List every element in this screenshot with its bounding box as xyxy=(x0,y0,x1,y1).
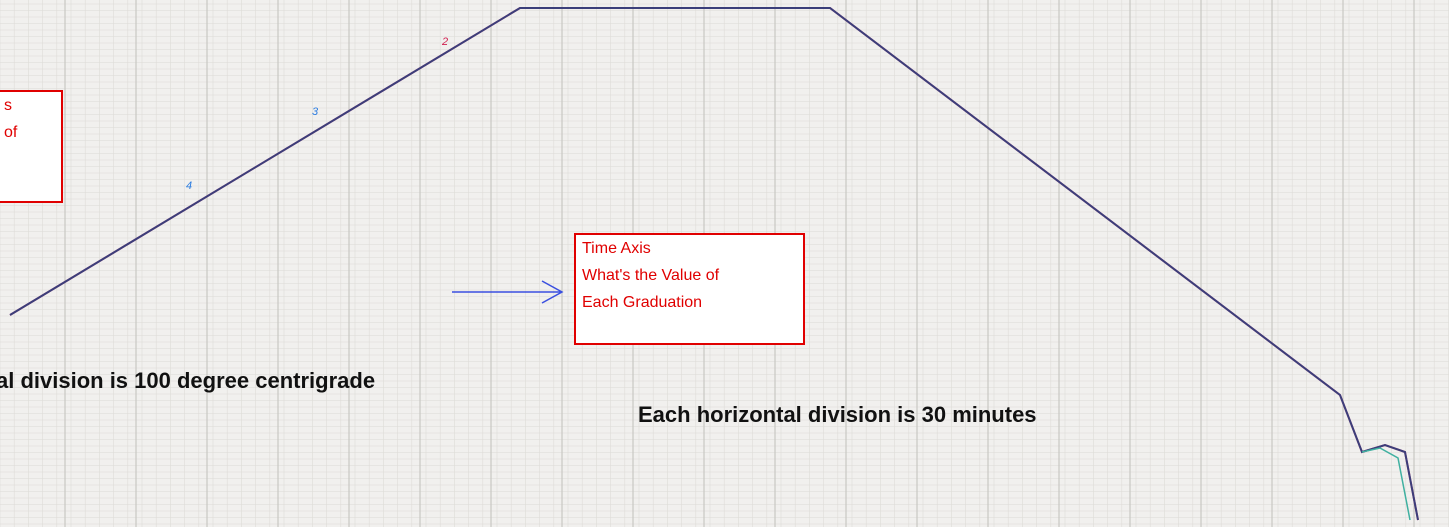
left-annotation-box: s of xyxy=(0,90,63,203)
time-axis-box: Time Axis What's the Value of Each Gradu… xyxy=(574,233,805,345)
box-line: What's the Value of xyxy=(582,262,797,289)
page: s of Time Axis What's the Value of Each … xyxy=(0,0,1449,527)
curve-label: 2 xyxy=(442,36,448,48)
curve-label: 3 xyxy=(312,106,318,118)
box-line: s xyxy=(4,92,55,119)
box-line: Time Axis xyxy=(582,235,797,262)
curve-label: 4 xyxy=(186,180,192,192)
vertical-note: al division is 100 degree centrigrade xyxy=(0,368,375,394)
horizontal-note: Each horizontal division is 30 minutes xyxy=(638,402,1037,428)
box-line: of xyxy=(4,119,55,146)
box-line: Each Graduation xyxy=(582,289,797,316)
